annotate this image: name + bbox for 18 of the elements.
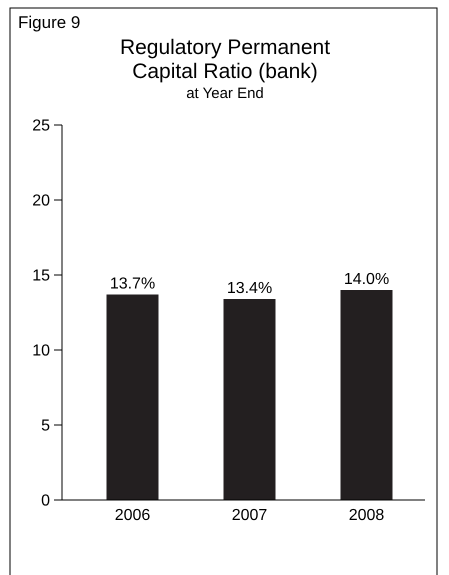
chart-subtitle: at Year End	[186, 85, 264, 102]
caption: Figure 9	[18, 13, 80, 32]
bar	[224, 299, 276, 500]
x-tick-label: 2006	[114, 507, 150, 524]
data-label: 14.0%	[344, 271, 390, 288]
bar	[106, 294, 158, 500]
y-tick-label: 15	[32, 268, 50, 285]
bar	[340, 290, 392, 500]
x-tick-label: 2008	[348, 507, 384, 524]
y-tick-label: 10	[32, 342, 50, 360]
chart-title: Regulatory Permanent Capital Ratio (bank)	[120, 36, 330, 83]
data-label: 13.7%	[110, 276, 156, 292]
y-tick-label: 0	[41, 492, 50, 510]
y-tick-label: 20	[32, 192, 50, 210]
y-tick-label: 25	[32, 118, 50, 135]
y-tick-label: 5	[41, 418, 50, 435]
x-tick-label: 2007	[232, 507, 268, 524]
data-label: 13.4%	[226, 280, 272, 297]
